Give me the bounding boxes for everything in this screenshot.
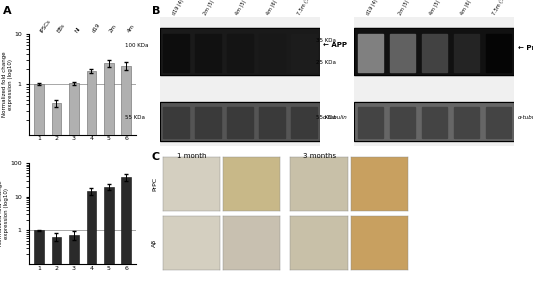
- Bar: [104, 187, 114, 281]
- Bar: [34, 84, 44, 281]
- Bar: [34, 230, 44, 281]
- Text: ← APP: ← APP: [323, 42, 347, 48]
- Text: 3 months: 3 months: [303, 153, 336, 159]
- Text: α-tubulin: α-tubulin: [323, 115, 348, 120]
- Bar: [195, 34, 221, 72]
- Bar: [195, 107, 221, 138]
- Bar: [354, 28, 514, 75]
- Text: A: A: [3, 6, 11, 16]
- Text: ← PrPᶜ: ← PrPᶜ: [518, 45, 533, 51]
- Text: 55 KDa: 55 KDa: [316, 115, 336, 120]
- Text: Aβ: Aβ: [152, 239, 157, 247]
- Text: 4m (5): 4m (5): [234, 0, 247, 15]
- Bar: [160, 28, 320, 75]
- Y-axis label: Normalized fold change
expression (log10): Normalized fold change expression (log10…: [0, 181, 9, 246]
- Bar: [259, 107, 285, 138]
- Bar: [86, 191, 96, 281]
- Text: d19 (4): d19 (4): [172, 0, 185, 15]
- Bar: [163, 107, 189, 138]
- Bar: [227, 34, 253, 72]
- Text: 7.5m (>6): 7.5m (>6): [297, 0, 314, 15]
- Bar: [160, 102, 320, 141]
- Y-axis label: Normalized fold change
expression (log10): Normalized fold change expression (log10…: [2, 51, 13, 117]
- Bar: [354, 102, 514, 141]
- Bar: [86, 71, 96, 281]
- Bar: [422, 107, 447, 138]
- Bar: [354, 102, 514, 141]
- Bar: [122, 65, 131, 281]
- Text: 100 KDa: 100 KDa: [125, 43, 148, 48]
- Text: 2m (5): 2m (5): [203, 0, 215, 15]
- Bar: [160, 28, 320, 75]
- Bar: [52, 103, 61, 281]
- Bar: [390, 107, 415, 138]
- Text: 25 KDa: 25 KDa: [316, 60, 336, 65]
- Bar: [358, 34, 383, 72]
- Text: 35 KDa: 35 KDa: [316, 38, 336, 43]
- Bar: [486, 107, 511, 138]
- Text: 4m (6): 4m (6): [460, 0, 473, 15]
- Bar: [358, 107, 383, 138]
- Bar: [291, 107, 317, 138]
- Bar: [160, 102, 320, 141]
- Text: B: B: [152, 6, 160, 16]
- Text: 7.5m (>6): 7.5m (>6): [491, 0, 508, 15]
- Text: PrPC: PrPC: [152, 177, 157, 191]
- Bar: [227, 107, 253, 138]
- Text: d19 (4): d19 (4): [366, 0, 379, 15]
- Text: C: C: [152, 152, 160, 162]
- Bar: [291, 34, 317, 72]
- Text: 1 month: 1 month: [177, 153, 207, 159]
- Text: 55 KDa: 55 KDa: [125, 115, 145, 120]
- Bar: [104, 63, 114, 281]
- Text: 4m (6): 4m (6): [265, 0, 278, 15]
- Bar: [390, 34, 415, 72]
- Bar: [454, 34, 479, 72]
- Bar: [422, 34, 447, 72]
- Text: α-tubulin: α-tubulin: [518, 115, 533, 120]
- Bar: [69, 83, 79, 281]
- Bar: [52, 237, 61, 281]
- Bar: [163, 34, 189, 72]
- Bar: [486, 34, 511, 72]
- Bar: [259, 34, 285, 72]
- Bar: [122, 177, 131, 281]
- Bar: [354, 28, 514, 75]
- Text: 2m (5): 2m (5): [398, 0, 410, 15]
- Bar: [454, 107, 479, 138]
- Text: 4m (5): 4m (5): [429, 0, 441, 15]
- Bar: [69, 235, 79, 281]
- Text: APP gene expression: APP gene expression: [50, 165, 116, 170]
